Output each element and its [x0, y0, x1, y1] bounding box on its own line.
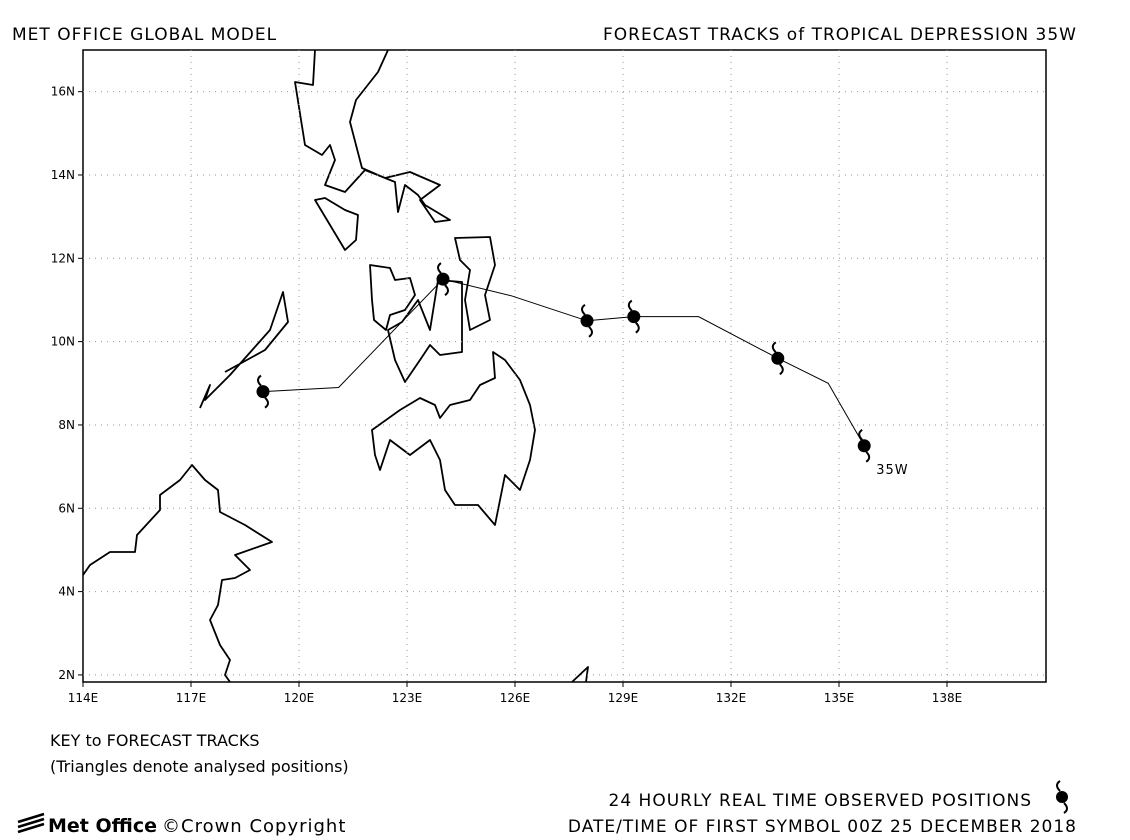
- luzon: [294, 49, 451, 223]
- cyclone-symbol: [857, 428, 871, 463]
- x-tick-label: 129E: [608, 691, 639, 705]
- x-tick-label: 135E: [824, 691, 855, 705]
- islet: [571, 666, 589, 683]
- y-tick-label: 6N: [58, 501, 75, 515]
- x-tick-label: 120E: [284, 691, 315, 705]
- copyright: ©Crown Copyright: [162, 816, 346, 837]
- track-position: [627, 310, 641, 324]
- y-tick-label: 14N: [51, 168, 75, 182]
- cyclone-hook: [581, 303, 593, 338]
- mindanao: [371, 351, 536, 526]
- key-observed: 24 HOURLY REAL TIME OBSERVED POSITIONS: [609, 791, 1032, 811]
- track-position: [256, 385, 270, 399]
- x-tick-label: 123E: [392, 691, 423, 705]
- panay: [369, 264, 416, 331]
- y-tick-label: 12N: [51, 251, 75, 265]
- borneo: [82, 464, 273, 683]
- header-left: MET OFFICE GLOBAL MODEL: [12, 25, 277, 45]
- x-tick-label: 117E: [176, 691, 207, 705]
- key-title: KEY to FORECAST TRACKS: [50, 731, 260, 750]
- track-position: [436, 272, 450, 286]
- y-tick-label: 2N: [58, 668, 75, 682]
- mindoro: [314, 197, 359, 251]
- cyclone-symbol: [580, 303, 594, 338]
- key-symbol: [1056, 780, 1068, 814]
- cyclone-symbol: [627, 299, 641, 334]
- key-first-symbol: DATE/TIME OF FIRST SYMBOL 00Z 25 DECEMBE…: [568, 817, 1077, 837]
- x-tick-label: 138E: [932, 691, 963, 705]
- palawan: [199, 291, 289, 409]
- logo-text: Met Office: [48, 815, 157, 837]
- cyclone-symbol: [436, 262, 450, 296]
- cyclone-hook: [858, 428, 871, 463]
- track-line: [262, 278, 865, 447]
- samar: [454, 236, 496, 331]
- met-office-logo: Met Office: [17, 812, 157, 837]
- cyclone-hook: [627, 299, 640, 334]
- coastlines: [82, 49, 589, 683]
- negros-cebu: [387, 279, 463, 383]
- header-right: FORECAST TRACKS of TROPICAL DEPRESSION 3…: [603, 25, 1077, 45]
- y-tick-label: 4N: [58, 585, 75, 599]
- cyclone-hook: [771, 341, 784, 376]
- y-tick-label: 8N: [58, 418, 75, 432]
- cyclone-hook: [437, 262, 449, 296]
- track-position: [580, 314, 594, 328]
- plot-frame: [82, 49, 1047, 683]
- cyclone-symbol: [771, 341, 785, 376]
- x-tick-label: 114E: [68, 691, 99, 705]
- cyclone-hook: [257, 374, 269, 409]
- track-position: [857, 439, 871, 453]
- cyclone-symbol: [256, 374, 270, 409]
- x-tick-label: 126E: [500, 691, 531, 705]
- y-tick-label: 10N: [51, 335, 75, 349]
- track-position: [771, 351, 785, 365]
- storm-label: 35W: [876, 463, 908, 478]
- x-tick-label: 132E: [716, 691, 747, 705]
- y-tick-label: 16N: [51, 85, 75, 99]
- key-note: (Triangles denote analysed positions): [50, 757, 349, 776]
